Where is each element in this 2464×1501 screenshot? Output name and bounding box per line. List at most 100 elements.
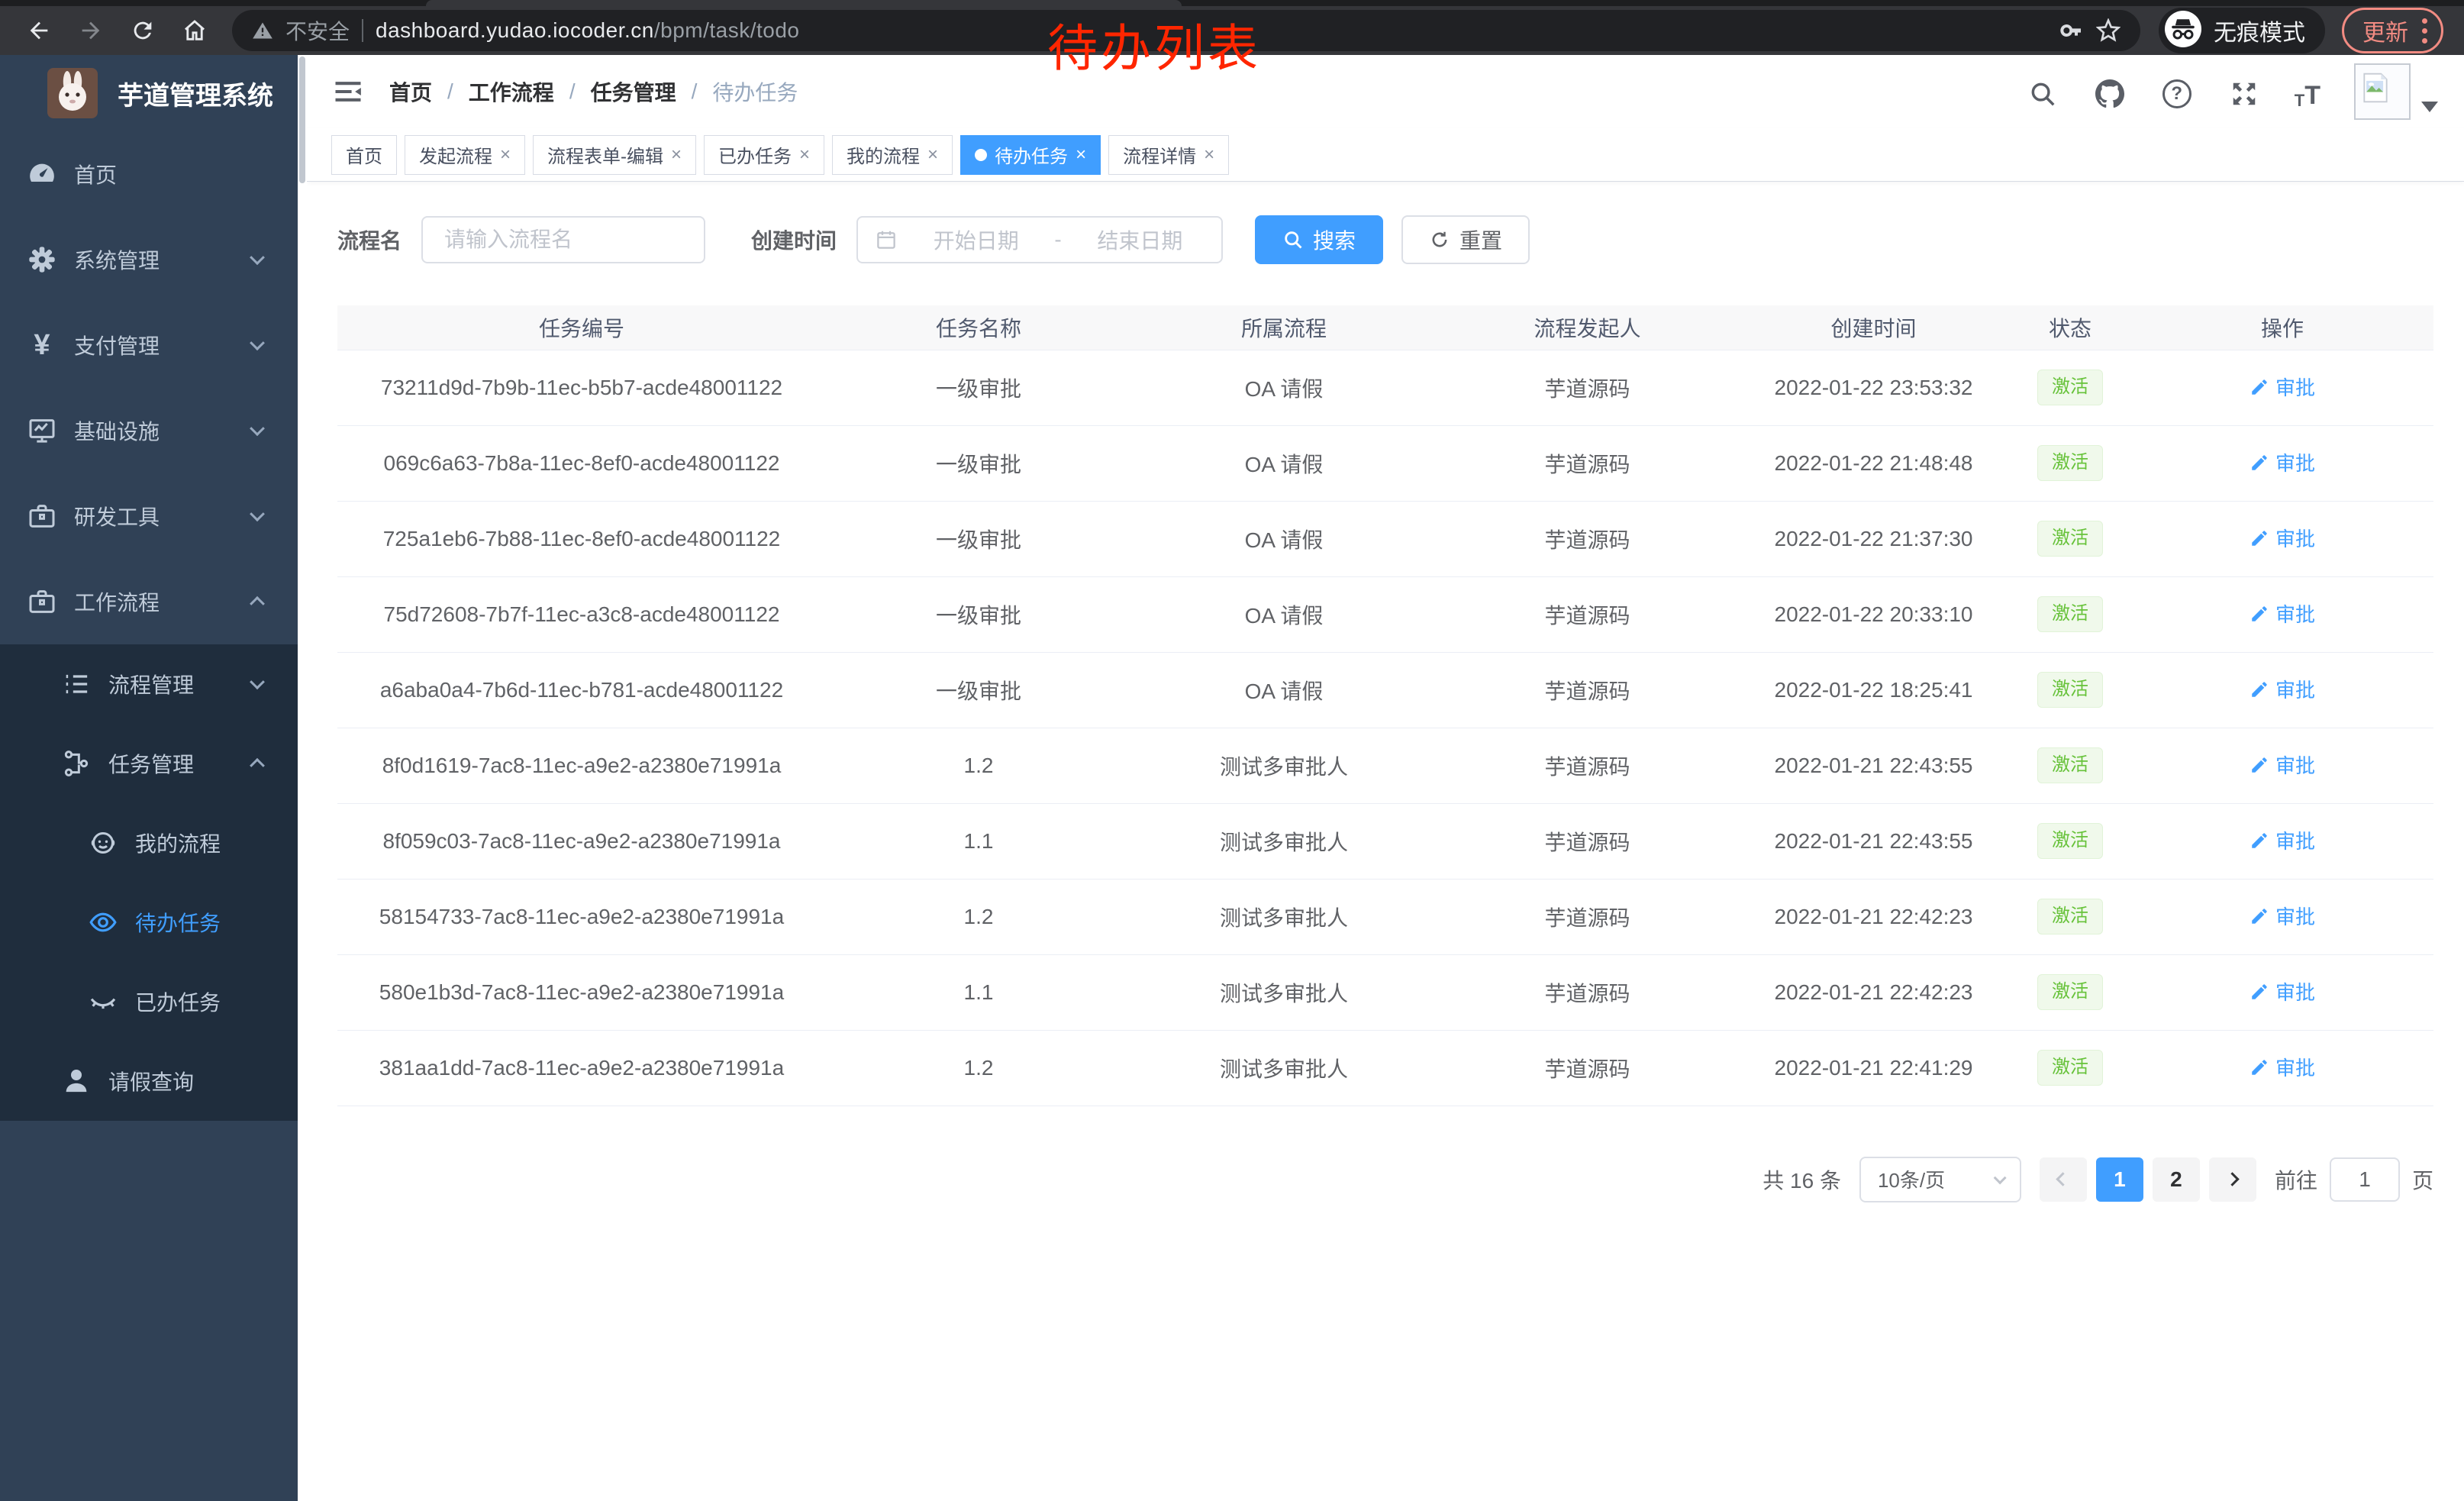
table-row: 73211d9d-7b9b-11ec-b5b7-acde48001122 一级审… [337,350,2433,426]
sidebar-item-label: 首页 [74,163,118,187]
search-icon[interactable] [2026,77,2059,111]
small-t-glyph: T [2294,91,2305,110]
forward-icon[interactable] [69,8,113,53]
prev-page-button[interactable] [2039,1157,2087,1202]
sidebar-item-todo-tasks[interactable]: 待办任务 [0,883,298,962]
sidebar-item-label: 支付管理 [74,334,160,358]
goto-suffix: 页 [2411,1168,2433,1193]
approve-button[interactable]: 审批 [2250,524,2315,552]
address-bar[interactable]: 不安全 dashboard.yudao.iocoder.cn/bpm/task/… [232,10,2140,51]
password-key-icon[interactable] [2059,18,2084,43]
reload-icon[interactable] [121,8,165,53]
task-process: 测试多审批人 [1131,728,1437,804]
tab-start-process[interactable]: 发起流程 × [405,134,526,175]
url-text[interactable]: dashboard.yudao.iocoder.cn/bpm/task/todo [376,18,799,43]
search-button[interactable]: 搜索 [1255,215,1384,264]
sidebar-logo[interactable]: 芋道管理系统 [0,55,298,131]
user-avatar-menu[interactable] [2354,63,2438,120]
browser-menu-icon[interactable] [2422,18,2427,44]
sidebar-item-system[interactable]: 系统管理 [0,217,298,302]
task-process: OA 请假 [1131,350,1437,426]
close-icon[interactable]: × [671,144,682,165]
tab-done-tasks[interactable]: 已办任务 × [704,134,825,175]
page-button-1[interactable]: 1 [2095,1157,2143,1202]
task-process: 测试多审批人 [1131,803,1437,880]
sidebar-item-task-mgmt[interactable]: 任务管理 [0,724,298,803]
edit-pencil-icon [2252,531,2267,546]
tab-process-detail[interactable]: 流程详情 × [1108,134,1230,175]
sidebar-item-payment[interactable]: ¥ 支付管理 [0,302,298,388]
reset-button[interactable]: 重置 [1401,215,1530,264]
sidebar-scrollbar[interactable] [298,55,307,1501]
breadcrumb-workflow[interactable]: 工作流程 [468,81,554,105]
tab-home[interactable]: 首页 [331,134,397,175]
close-icon[interactable]: × [500,144,511,165]
approve-button[interactable]: 审批 [2250,675,2315,703]
breadcrumb-task-mgmt[interactable]: 任务管理 [590,81,676,105]
task-process: 测试多审批人 [1131,1030,1437,1106]
refresh-icon [1432,231,1447,247]
app-frame: 芋道管理系统 首页 系统管理 ¥ 支付管理 基础设施 [0,55,2464,1501]
tab-form-edit[interactable]: 流程表单-编辑 × [533,134,697,175]
app-title: 芋道管理系统 [118,81,273,111]
tab-label: 我的流程 [847,147,921,167]
home-icon[interactable] [173,8,217,53]
sidebar: 芋道管理系统 首页 系统管理 ¥ 支付管理 基础设施 [0,55,298,1501]
sidebar-collapse-icon[interactable] [330,73,366,110]
close-icon[interactable]: × [1076,144,1087,165]
approve-button[interactable]: 审批 [2250,902,2315,930]
close-icon[interactable]: × [1204,144,1215,165]
toolbox-icon [25,499,59,533]
not-secure-warning-icon[interactable] [252,20,273,41]
sidebar-item-done-tasks[interactable]: 已办任务 [0,962,298,1041]
update-label: 更新 [2362,21,2408,46]
close-icon[interactable]: × [799,144,811,165]
task-name: 1.1 [826,803,1131,880]
goto-page-input[interactable] [2329,1157,2400,1202]
edit-pencil-icon [2252,1060,2267,1075]
back-icon[interactable] [17,8,61,53]
page-size-select[interactable]: 10条/页 [1859,1156,2021,1202]
sidebar-item-infra[interactable]: 基础设施 [0,388,298,473]
tags-view: 首页 发起流程 × 流程表单-编辑 × 已办任务 × 我的流程 × 待办任务 × 流程详情… [307,128,2464,182]
process-name-input[interactable] [421,216,706,263]
edit-pencil-icon [2252,833,2267,848]
approve-button[interactable]: 审批 [2250,599,2315,628]
workflow-icon [25,585,59,618]
browser-update-button[interactable]: 更新 [2342,8,2443,53]
date-range-picker[interactable]: 开始日期 - 结束日期 [856,216,1224,263]
github-icon[interactable] [2093,77,2127,111]
approve-button[interactable]: 审批 [2250,373,2315,401]
bookmark-star-icon[interactable] [2096,18,2121,43]
fullscreen-icon[interactable] [2227,77,2261,111]
table-row: a6aba0a4-7b6d-11ec-b781-acde48001122 一级审… [337,652,2433,728]
sidebar-item-devtools[interactable]: 研发工具 [0,473,298,559]
approve-label: 审批 [2275,376,2315,400]
approve-label: 审批 [2275,754,2315,778]
sidebar-item-leave-query[interactable]: 请假查询 [0,1041,298,1121]
sidebar-item-process-mgmt[interactable]: 流程管理 [0,644,298,724]
page-button-2[interactable]: 2 [2152,1157,2200,1202]
security-label[interactable]: 不安全 [285,20,350,44]
scrollbar-thumb[interactable] [299,56,305,183]
browser-active-tab[interactable] [426,0,1182,6]
approve-button[interactable]: 审批 [2250,826,2315,854]
breadcrumb-home[interactable]: 首页 [389,81,433,105]
approve-button[interactable]: 审批 [2250,1053,2315,1081]
close-icon[interactable]: × [927,144,939,165]
tab-todo-tasks[interactable]: 待办任务 × [960,134,1101,175]
sidebar-item-workflow[interactable]: 工作流程 [0,559,298,644]
approve-button[interactable]: 审批 [2250,448,2315,476]
eye-closed-icon [86,985,120,1018]
sidebar-item-home[interactable]: 首页 [0,131,298,217]
next-page-button[interactable] [2208,1157,2256,1202]
table-row: 381aa1dd-7ac8-11ec-a9e2-a2380e71991a 1.2… [337,1030,2433,1106]
tab-my-process[interactable]: 我的流程 × [832,134,953,175]
approve-button[interactable]: 审批 [2250,750,2315,779]
sidebar-item-my-process[interactable]: 我的流程 [0,803,298,883]
task-created: 2022-01-21 22:43:55 [1738,803,2009,880]
help-icon[interactable]: ? [2160,77,2194,111]
task-id: 069c6a63-7b8a-11ec-8ef0-acde48001122 [337,425,826,502]
approve-button[interactable]: 审批 [2250,977,2315,1006]
